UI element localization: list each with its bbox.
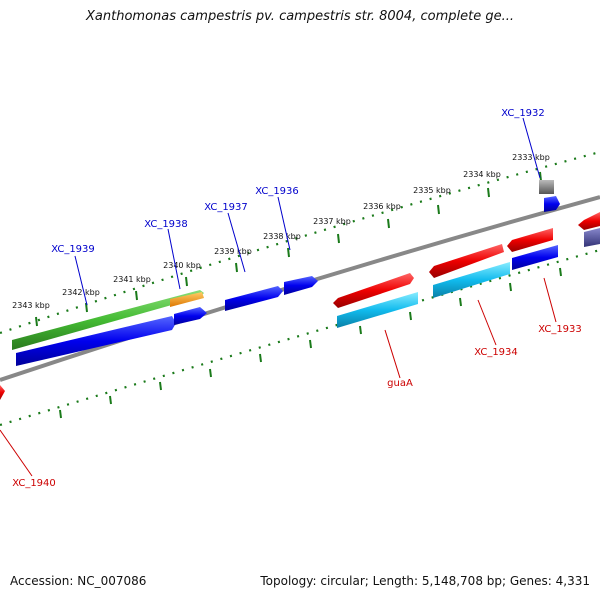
gene-features xyxy=(12,180,560,366)
gene-feature-guaA-rna[interactable] xyxy=(337,292,418,328)
scale-tick-label: 2333 kbp xyxy=(512,153,550,162)
gene-feature-xc1938-overlap[interactable] xyxy=(170,292,204,307)
inner-scale-tick xyxy=(459,297,462,307)
scale-tick-label: 2339 kbp xyxy=(214,247,252,256)
inner-scale-tick xyxy=(159,381,162,391)
reverse-gene-features xyxy=(0,212,600,400)
inner-scale-tick xyxy=(509,282,512,292)
accession-label: Accession: NC_007086 xyxy=(10,574,147,588)
inner-scale-tick xyxy=(359,325,362,335)
gene-feature-xc1940[interactable] xyxy=(0,385,5,400)
scale-tick xyxy=(387,218,390,229)
scale-tick xyxy=(287,247,290,258)
page-title: Xanthomonas campestris pv. campestris st… xyxy=(86,9,514,24)
major-ticks xyxy=(35,171,562,419)
scale-tick xyxy=(437,204,440,215)
gene-label-xc1938[interactable]: XC_1938 xyxy=(144,219,188,230)
gene-feature-xc1939[interactable] xyxy=(12,290,204,350)
gene-callouts xyxy=(0,117,557,477)
gene-feature-xc1934-red[interactable] xyxy=(429,244,504,278)
gene-label-xc1932[interactable]: XC_1932 xyxy=(501,108,545,119)
gene-feature-xc1940-top[interactable] xyxy=(16,316,176,366)
gene-feature-edge-red[interactable] xyxy=(578,212,600,230)
scale-tick-label: 2338 kbp xyxy=(263,232,301,241)
scale-tick xyxy=(539,171,542,182)
gene-label-xc1939[interactable]: XC_1939 xyxy=(51,244,95,255)
inner-scale-tick xyxy=(209,368,212,378)
inner-scale-tick xyxy=(409,311,412,321)
scale-tick-label: 2343 kbp xyxy=(12,301,50,310)
gene-feature-edge-purple[interactable] xyxy=(584,228,600,247)
scale-tick xyxy=(185,276,188,287)
gene-feature-xc1933-blue[interactable] xyxy=(512,245,558,270)
gene-label-guaA[interactable]: guaA xyxy=(387,378,413,389)
scale-tick-label: 2336 kbp xyxy=(363,202,401,211)
gene-feature-xc1938[interactable] xyxy=(174,307,207,325)
scale-tick xyxy=(35,316,38,327)
scale-tick xyxy=(85,302,88,313)
scale-tick xyxy=(487,187,490,198)
scale-tick-label: 2342 kbp xyxy=(62,288,100,297)
gene-labels: XC_1939 XC_1938 XC_1937 XC_1936 XC_1932 … xyxy=(12,108,582,489)
inner-scale-tick xyxy=(109,395,112,405)
scale-tick-label: 2341 kbp xyxy=(113,275,151,284)
gene-label-xc1936[interactable]: XC_1936 xyxy=(255,186,299,197)
gene-feature-xc1934-rna[interactable] xyxy=(433,262,510,298)
scale-tick-label: 2334 kbp xyxy=(463,170,501,179)
inner-scale-tick xyxy=(309,339,312,349)
inner-scale-tick xyxy=(559,267,562,277)
scale-tick xyxy=(337,233,340,244)
gene-feature-xc1933-red[interactable] xyxy=(507,228,553,252)
gene-feature-xc1932-pseudo[interactable] xyxy=(539,180,554,194)
scale-tick-label: 2337 kbp xyxy=(313,217,351,226)
scale-tick-label: 2340 kbp xyxy=(163,261,201,270)
scale-tick-labels: 2343 kbp 2342 kbp 2341 kbp 2340 kbp 2339 kbp… xyxy=(12,153,550,310)
scale-tick-label: 2335 kbp xyxy=(413,186,451,195)
gene-label-xc1934[interactable]: XC_1934 xyxy=(474,347,518,358)
gene-feature-xc1936[interactable] xyxy=(284,276,318,295)
inner-scale-tick xyxy=(259,353,262,363)
gene-label-xc1940[interactable]: XC_1940 xyxy=(12,478,56,489)
topology-summary: Topology: circular; Length: 5,148,708 bp… xyxy=(260,574,590,588)
inner-scale-tick xyxy=(59,409,62,419)
scale-tick xyxy=(235,262,238,273)
scale-tick xyxy=(135,290,138,301)
gene-feature-xc1932[interactable] xyxy=(544,196,560,212)
gene-feature-xc1937[interactable] xyxy=(225,286,283,311)
gene-label-xc1933[interactable]: XC_1933 xyxy=(538,324,582,335)
gene-feature-guaA-red[interactable] xyxy=(333,273,414,308)
gene-label-xc1937[interactable]: XC_1937 xyxy=(204,202,248,213)
